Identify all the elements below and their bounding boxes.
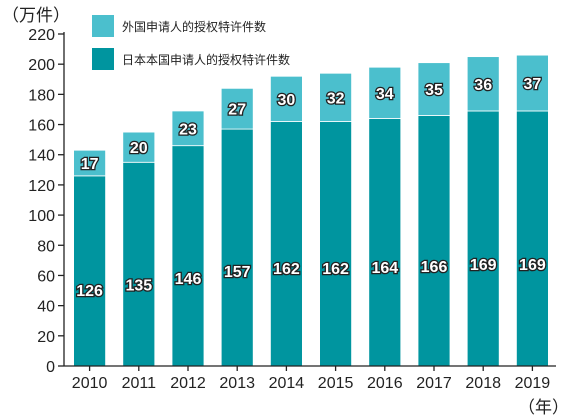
bar-domestic bbox=[319, 121, 353, 367]
bar-foreign bbox=[171, 110, 205, 147]
y-tick-label: 120 bbox=[28, 178, 55, 195]
bar-domestic bbox=[122, 161, 156, 367]
y-tick-label: 40 bbox=[37, 299, 55, 316]
x-tick-label: 2014 bbox=[269, 375, 305, 392]
bar-foreign bbox=[516, 54, 549, 112]
y-tick-label: 220 bbox=[28, 27, 55, 44]
y-tick-label: 180 bbox=[28, 87, 55, 104]
bar-domestic bbox=[269, 121, 303, 367]
legend-swatch-foreign bbox=[92, 15, 114, 37]
data-label-domestic: 157 bbox=[224, 264, 251, 281]
bar-foreign bbox=[319, 72, 353, 122]
y-axis-unit-label: （万件） bbox=[2, 6, 70, 25]
x-tick-label: 2015 bbox=[318, 375, 354, 392]
data-label-foreign: 36 bbox=[474, 77, 492, 94]
data-label-domestic: 146 bbox=[175, 271, 202, 288]
y-tick-label: 60 bbox=[37, 268, 55, 285]
data-label-foreign: 37 bbox=[524, 76, 542, 93]
data-label-foreign: 30 bbox=[278, 92, 296, 109]
y-axis: 0 20 40 60 80 100 120 140 160 180 200 220 bbox=[28, 27, 65, 376]
bar-foreign bbox=[122, 131, 156, 163]
y-tick-label: 140 bbox=[28, 148, 55, 165]
x-tick-label: 2012 bbox=[170, 375, 206, 392]
data-label-foreign: 35 bbox=[425, 82, 443, 99]
x-tick-label: 2018 bbox=[465, 375, 501, 392]
legend-swatch-domestic bbox=[92, 48, 114, 70]
bar-domestic bbox=[516, 110, 549, 367]
bars: 126 17 135 20 146 23 157 27 162 30 162 32 164 34 166 35… bbox=[73, 54, 549, 367]
data-label-domestic: 126 bbox=[76, 283, 103, 300]
bar-domestic bbox=[171, 145, 205, 367]
x-tick-label: 2011 bbox=[122, 375, 157, 392]
bar-domestic bbox=[466, 110, 500, 367]
x-tick-label: 2013 bbox=[219, 375, 255, 392]
data-label-domestic: 164 bbox=[371, 260, 398, 277]
y-tick-label: 80 bbox=[37, 238, 55, 255]
data-label-domestic: 169 bbox=[519, 257, 546, 274]
bar-foreign bbox=[368, 66, 402, 119]
x-tick-label: 2010 bbox=[72, 375, 108, 392]
bar-domestic bbox=[417, 115, 451, 367]
y-tick-label: 20 bbox=[37, 329, 55, 346]
data-label-domestic: 162 bbox=[273, 261, 300, 278]
data-label-domestic: 166 bbox=[421, 259, 448, 276]
x-tick-label: 2017 bbox=[416, 375, 452, 392]
legend: 外国申请人的授权特许件数 日本本国申请人的授权特许件数 bbox=[92, 15, 290, 70]
data-label-domestic: 162 bbox=[322, 261, 349, 278]
y-tick-label: 0 bbox=[46, 359, 55, 376]
bar-domestic bbox=[220, 128, 254, 367]
data-label-foreign: 23 bbox=[179, 121, 197, 138]
bar-domestic bbox=[368, 118, 402, 367]
legend-label-domestic: 日本本国申请人的授权特许件数 bbox=[122, 52, 290, 67]
bar-foreign bbox=[220, 87, 254, 130]
legend-label-foreign: 外国申请人的授权特许件数 bbox=[122, 19, 266, 34]
y-tick-label: 200 bbox=[28, 57, 55, 74]
bar-foreign bbox=[269, 75, 303, 122]
data-label-foreign: 32 bbox=[327, 90, 345, 107]
data-label-foreign: 20 bbox=[130, 140, 148, 157]
data-label-domestic: 135 bbox=[125, 278, 152, 295]
x-axis: 2010 2011 2012 2013 2014 2015 2016 2017 2018 2019 bbox=[64, 365, 556, 392]
data-label-foreign: 34 bbox=[376, 86, 394, 103]
x-axis-unit-label: （年） bbox=[518, 398, 564, 417]
bar-domestic bbox=[73, 175, 106, 367]
y-tick-label: 100 bbox=[28, 208, 55, 225]
bar-foreign bbox=[417, 62, 451, 116]
bar-foreign bbox=[466, 56, 500, 112]
x-tick-label: 2019 bbox=[515, 375, 551, 392]
y-tick-label: 160 bbox=[28, 118, 55, 135]
bar-foreign bbox=[73, 149, 106, 177]
data-label-foreign: 27 bbox=[228, 102, 246, 119]
x-tick-label: 2016 bbox=[367, 375, 403, 392]
data-label-foreign: 17 bbox=[81, 156, 99, 173]
data-label-domestic: 169 bbox=[470, 257, 497, 274]
